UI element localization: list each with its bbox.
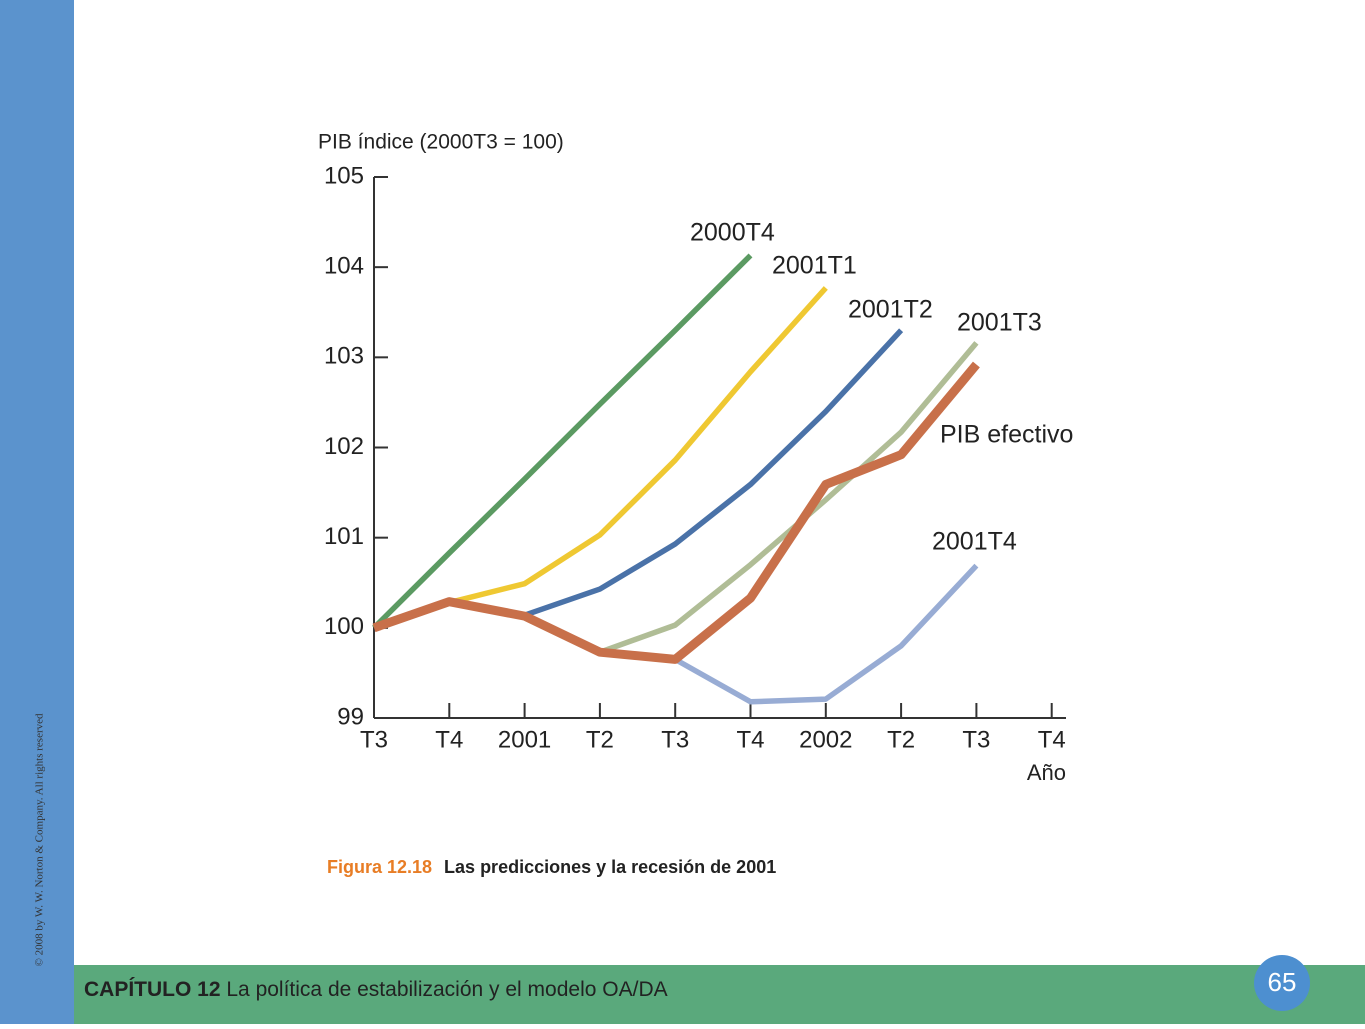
copyright: © 2008 by W. W. Norton & Company. All ri… bbox=[34, 713, 46, 966]
footer-text: CAPÍTULO 12 La política de estabilizació… bbox=[84, 978, 668, 1001]
x-axis-label: Año bbox=[1027, 760, 1066, 785]
y-axis-label: PIB índice (2000T3 = 100) bbox=[318, 131, 564, 154]
x-tick-label: T4 bbox=[435, 726, 463, 753]
x-tick-label: 2001 bbox=[498, 726, 551, 753]
x-tick-label: T2 bbox=[586, 726, 614, 753]
series-label: 2001T1 bbox=[772, 252, 857, 280]
figure-title: Las predicciones y la recesión de 2001 bbox=[444, 857, 776, 877]
y-tick-label: 103 bbox=[324, 343, 364, 370]
x-tick-label: T4 bbox=[736, 726, 764, 753]
y-tick-label: 100 bbox=[324, 613, 364, 640]
series-label: 2001T2 bbox=[848, 296, 933, 324]
footer-bar bbox=[74, 965, 1365, 1024]
series-line bbox=[372, 253, 753, 630]
page-badge bbox=[1254, 955, 1310, 1011]
series-line bbox=[673, 563, 979, 705]
series-line bbox=[372, 361, 980, 664]
side-bar bbox=[0, 0, 74, 1024]
y-tick-label: 101 bbox=[324, 523, 364, 550]
x-tick-label: T2 bbox=[887, 726, 915, 753]
x-tick-label: 2002 bbox=[799, 726, 852, 753]
series-label: 2001T4 bbox=[932, 528, 1017, 556]
page-number: 65 bbox=[1268, 967, 1297, 997]
series-label: PIB efectivo bbox=[940, 421, 1073, 449]
series-label: 2000T4 bbox=[690, 219, 775, 247]
y-tick-label: 99 bbox=[337, 703, 364, 730]
caption: Figura 12.18 Las predicciones y la recesi… bbox=[327, 857, 776, 877]
series-label: 2001T3 bbox=[957, 309, 1042, 337]
series-line bbox=[598, 341, 979, 655]
series-line bbox=[448, 286, 828, 606]
x-tick-label: T3 bbox=[661, 726, 689, 753]
chapter-title: La política de estabilización y el model… bbox=[226, 978, 667, 1001]
y-tick-label: 102 bbox=[324, 433, 364, 460]
y-tick-label: 105 bbox=[324, 162, 364, 189]
x-tick-label: T3 bbox=[360, 726, 388, 753]
x-tick-label: T4 bbox=[1038, 726, 1066, 753]
series-line bbox=[523, 328, 904, 618]
x-tick-label: T3 bbox=[962, 726, 990, 753]
chapter: CAPÍTULO 12 bbox=[84, 978, 221, 1001]
figure-number: Figura 12.18 bbox=[327, 857, 432, 877]
y-tick-label: 104 bbox=[324, 253, 364, 280]
